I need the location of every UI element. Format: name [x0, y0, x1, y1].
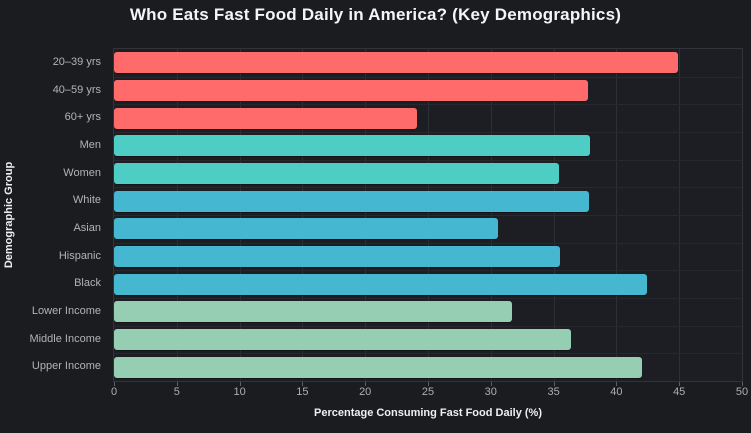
gridline-y-3	[114, 132, 742, 133]
gridline-y-2	[114, 104, 742, 106]
y-axis-tick-labels: 20–39 yrs 40–59 yrs 60+ yrs Men Women White As…	[0, 48, 106, 382]
bar-upper-income	[114, 356, 642, 378]
x-axis-label: Percentage Consuming Fast Food Daily (%)	[314, 407, 542, 419]
category-label-middle-income: Middle Income	[29, 332, 101, 345]
category-label-women: Women	[63, 166, 101, 179]
x-tick-mark-15	[302, 382, 304, 386]
category-label-40-59-yrs: 40–59 yrs	[52, 83, 101, 96]
x-tick-mark-35	[553, 382, 555, 386]
gridline-y-1	[114, 76, 742, 78]
x-tick-label-20: 20	[359, 386, 372, 398]
bar-60-yrs	[114, 107, 417, 129]
x-tick-mark-10	[239, 382, 241, 386]
x-tick-label-45: 45	[673, 386, 686, 398]
category-label-black: Black	[74, 277, 101, 290]
gridline-y-7	[114, 242, 742, 244]
category-label-60-yrs: 60+ yrs	[64, 111, 101, 124]
x-tick-mark-0	[114, 382, 115, 386]
gridline-y-4	[114, 159, 742, 161]
x-tick-label-50: 50	[735, 386, 749, 398]
gridline-y-5	[114, 187, 742, 189]
gridline-y-8	[114, 270, 742, 272]
bar-40-59-yrs	[114, 80, 588, 101]
x-tick-mark-25	[428, 382, 429, 386]
bar-men	[114, 135, 591, 157]
plot-area	[113, 48, 743, 382]
x-tick-label-5: 5	[173, 386, 180, 398]
gridline-y-6	[114, 215, 742, 216]
bar-asian	[114, 218, 499, 240]
x-tick-label-15: 15	[296, 386, 309, 398]
x-tick-label-35: 35	[547, 386, 560, 398]
bar-white	[114, 190, 589, 212]
x-tick-label-0: 0	[110, 386, 118, 398]
x-axis-tick-labels: 0 5 10 15 20 25 30 35 40 45 50	[110, 382, 748, 400]
bar-black	[114, 273, 647, 295]
x-tick-mark-5	[176, 382, 178, 386]
category-label-hispanic: Hispanic	[58, 249, 101, 262]
x-tick-label-10: 10	[233, 386, 246, 398]
bar-hispanic	[114, 246, 560, 267]
x-tick-mark-40	[616, 382, 618, 386]
x-tick-mark-20	[365, 382, 367, 386]
x-tick-label-30: 30	[484, 386, 497, 398]
x-tick-mark-30	[490, 382, 492, 386]
category-label-men: Men	[79, 138, 101, 151]
x-tick-mark-50	[742, 382, 743, 386]
category-label-lower-income: Lower Income	[31, 304, 101, 317]
gridline-y-11	[114, 353, 742, 355]
bar-women	[114, 163, 559, 184]
gridline-y-10	[114, 325, 742, 327]
category-label-20-39-yrs: 20–39 yrs	[52, 55, 101, 68]
x-tick-label-40: 40	[610, 386, 623, 398]
bar-middle-income	[114, 329, 572, 350]
chart-title: Who Eats Fast Food Daily in America? (Ke…	[129, 5, 622, 24]
bar-20-39-yrs	[114, 52, 678, 74]
category-label-asian: Asian	[73, 221, 101, 234]
x-tick-label-25: 25	[421, 386, 435, 398]
category-label-white: White	[72, 194, 101, 207]
bar-lower-income	[114, 301, 513, 323]
x-tick-mark-45	[679, 382, 681, 386]
category-label-upper-income: Upper Income	[31, 360, 101, 373]
gridline-y-9	[114, 298, 742, 299]
